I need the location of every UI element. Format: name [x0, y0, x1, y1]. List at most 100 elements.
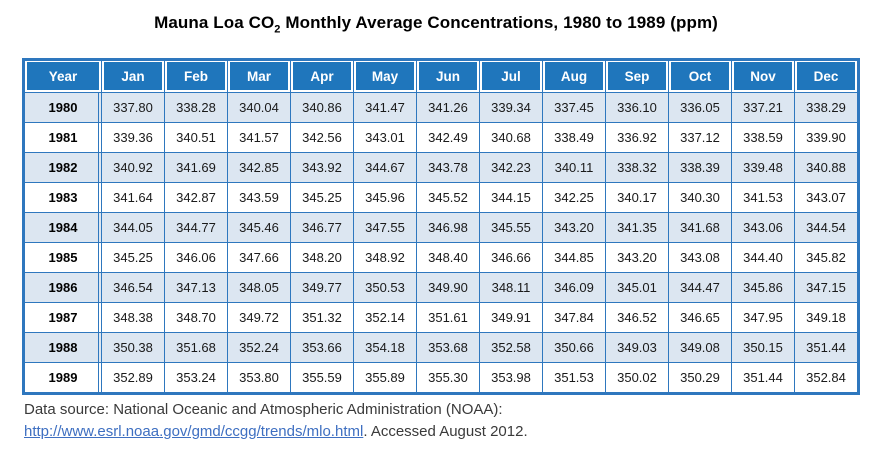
value-cell-1986-may: 350.53 [354, 273, 416, 302]
value-cell-1986-jan: 346.54 [102, 273, 164, 302]
title-subscript: 2 [274, 23, 281, 36]
year-cell-1987: 1987 [25, 303, 101, 332]
value-cell-1985-jan: 345.25 [102, 243, 164, 272]
column-header-mar: Mar [228, 61, 290, 92]
value-cell-1985-jul: 346.66 [480, 243, 542, 272]
column-header-apr: Apr [291, 61, 353, 92]
year-cell-1988: 1988 [25, 333, 101, 362]
value-cell-1980-dec: 338.29 [795, 93, 857, 122]
table-row-1981: 1981 339.36 340.51 341.57 342.56 343.01 342.49… [25, 123, 857, 152]
value-cell-1983-aug: 342.25 [543, 183, 605, 212]
monthly-averages-table: Year Jan Feb Mar Apr May Jun Jul Aug Sep Oct Nov Dec… [22, 58, 860, 395]
value-cell-1988-apr: 353.66 [291, 333, 353, 362]
value-cell-1986-oct: 344.47 [669, 273, 731, 302]
value-cell-1987-jan: 348.38 [102, 303, 164, 332]
value-cell-1989-apr: 355.59 [291, 363, 353, 392]
column-header-oct: Oct [669, 61, 731, 92]
year-cell-1982: 1982 [25, 153, 101, 182]
table-row-1983: 1983 341.64 342.87 343.59 345.25 345.96 345.52… [25, 183, 857, 212]
value-cell-1987-nov: 347.95 [732, 303, 794, 332]
table-header: Year Jan Feb Mar Apr May Jun Jul Aug Sep Oct Nov Dec [25, 61, 857, 92]
value-cell-1981-nov: 338.59 [732, 123, 794, 152]
column-header-feb: Feb [165, 61, 227, 92]
value-cell-1987-feb: 348.70 [165, 303, 227, 332]
year-cell-1986: 1986 [25, 273, 101, 302]
table-row-1982: 1982 340.92 341.69 342.85 343.92 344.67 343.78… [25, 153, 857, 182]
column-header-sep: Sep [606, 61, 668, 92]
column-header-nov: Nov [732, 61, 794, 92]
value-cell-1985-may: 348.92 [354, 243, 416, 272]
value-cell-1980-oct: 336.05 [669, 93, 731, 122]
value-cell-1983-sep: 340.17 [606, 183, 668, 212]
value-cell-1988-feb: 351.68 [165, 333, 227, 362]
value-cell-1980-mar: 340.04 [228, 93, 290, 122]
page-title: Mauna Loa CO2 Monthly Average Concentrat… [0, 13, 872, 36]
value-cell-1984-aug: 343.20 [543, 213, 605, 242]
table-row-1985: 1985 345.25 346.06 347.66 348.20 348.92 348.40… [25, 243, 857, 272]
value-cell-1986-sep: 345.01 [606, 273, 668, 302]
value-cell-1986-nov: 345.86 [732, 273, 794, 302]
value-cell-1982-mar: 342.85 [228, 153, 290, 182]
value-cell-1981-apr: 342.56 [291, 123, 353, 152]
value-cell-1986-feb: 347.13 [165, 273, 227, 302]
value-cell-1980-may: 341.47 [354, 93, 416, 122]
value-cell-1987-aug: 347.84 [543, 303, 605, 332]
value-cell-1985-feb: 346.06 [165, 243, 227, 272]
value-cell-1985-mar: 347.66 [228, 243, 290, 272]
value-cell-1989-aug: 351.53 [543, 363, 605, 392]
title-text-after-subscript: Monthly Average Concentrations, 1980 to … [280, 13, 718, 32]
value-cell-1989-may: 355.89 [354, 363, 416, 392]
value-cell-1985-sep: 343.20 [606, 243, 668, 272]
value-cell-1985-jun: 348.40 [417, 243, 479, 272]
value-cell-1989-mar: 353.80 [228, 363, 290, 392]
value-cell-1983-apr: 345.25 [291, 183, 353, 212]
value-cell-1982-jul: 342.23 [480, 153, 542, 182]
value-cell-1984-sep: 341.35 [606, 213, 668, 242]
co2-data-table: Year Jan Feb Mar Apr May Jun Jul Aug Sep Oct Nov Dec… [22, 58, 860, 395]
value-cell-1984-jul: 345.55 [480, 213, 542, 242]
year-cell-1980: 1980 [25, 93, 101, 122]
value-cell-1985-nov: 344.40 [732, 243, 794, 272]
value-cell-1980-aug: 337.45 [543, 93, 605, 122]
value-cell-1980-feb: 338.28 [165, 93, 227, 122]
table-row-1988: 1988 350.38 351.68 352.24 353.66 354.18 353.68… [25, 333, 857, 362]
value-cell-1982-jun: 343.78 [417, 153, 479, 182]
value-cell-1987-dec: 349.18 [795, 303, 857, 332]
year-cell-1981: 1981 [25, 123, 101, 152]
value-cell-1984-oct: 341.68 [669, 213, 731, 242]
table-row-1989: 1989 352.89 353.24 353.80 355.59 355.89 355.30… [25, 363, 857, 392]
value-cell-1983-feb: 342.87 [165, 183, 227, 212]
value-cell-1988-jan: 350.38 [102, 333, 164, 362]
title-text-before-subscript: Mauna Loa CO [154, 13, 275, 32]
data-source-link[interactable]: http://www.esrl.noaa.gov/gmd/ccgg/trends… [24, 423, 364, 440]
value-cell-1985-aug: 344.85 [543, 243, 605, 272]
table-header-row: Year Jan Feb Mar Apr May Jun Jul Aug Sep Oct Nov Dec [25, 61, 857, 92]
value-cell-1988-may: 354.18 [354, 333, 416, 362]
value-cell-1981-oct: 337.12 [669, 123, 731, 152]
value-cell-1988-nov: 350.15 [732, 333, 794, 362]
value-cell-1986-mar: 348.05 [228, 273, 290, 302]
value-cell-1981-jun: 342.49 [417, 123, 479, 152]
value-cell-1980-jul: 339.34 [480, 93, 542, 122]
column-header-aug: Aug [543, 61, 605, 92]
value-cell-1981-jan: 339.36 [102, 123, 164, 152]
value-cell-1984-nov: 343.06 [732, 213, 794, 242]
value-cell-1989-nov: 351.44 [732, 363, 794, 392]
value-cell-1986-jul: 348.11 [480, 273, 542, 302]
column-header-dec: Dec [795, 61, 857, 92]
value-cell-1989-dec: 352.84 [795, 363, 857, 392]
value-cell-1987-jul: 349.91 [480, 303, 542, 332]
column-header-jan: Jan [102, 61, 164, 92]
value-cell-1983-dec: 343.07 [795, 183, 857, 212]
value-cell-1988-oct: 349.08 [669, 333, 731, 362]
value-cell-1980-apr: 340.86 [291, 93, 353, 122]
value-cell-1981-feb: 340.51 [165, 123, 227, 152]
value-cell-1982-feb: 341.69 [165, 153, 227, 182]
value-cell-1981-jul: 340.68 [480, 123, 542, 152]
value-cell-1984-mar: 345.46 [228, 213, 290, 242]
column-header-year: Year [25, 61, 101, 92]
table-body: 1980 337.80 338.28 340.04 340.86 341.47 341.26… [25, 93, 857, 392]
value-cell-1989-jun: 355.30 [417, 363, 479, 392]
value-cell-1987-jun: 351.61 [417, 303, 479, 332]
value-cell-1980-jan: 337.80 [102, 93, 164, 122]
